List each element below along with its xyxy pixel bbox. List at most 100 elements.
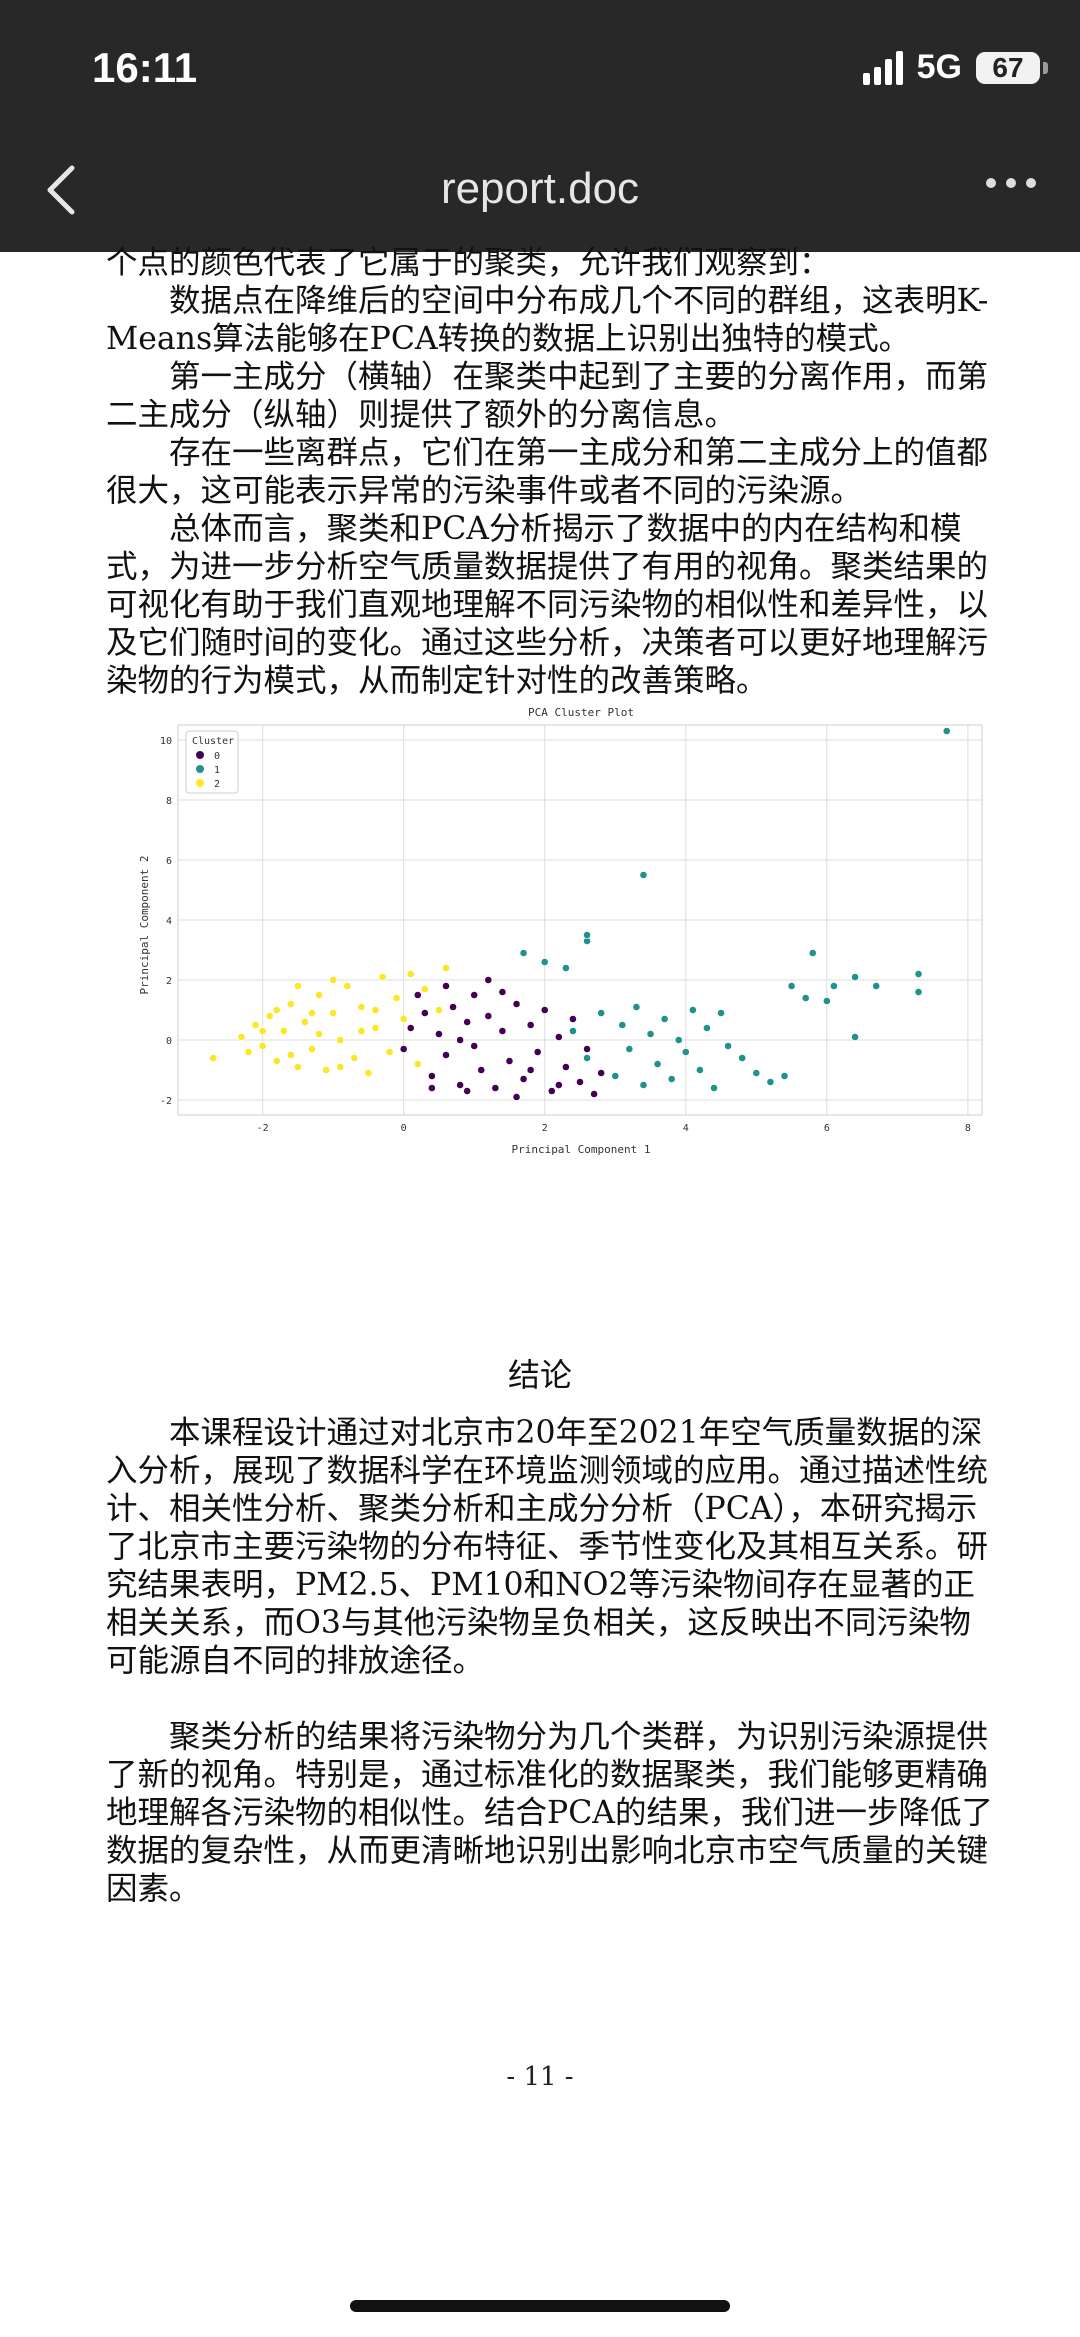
cluster-1-point	[717, 1009, 725, 1017]
cluster-0-point	[491, 1084, 500, 1092]
cluster-2-point	[371, 1006, 380, 1014]
cluster-2-point	[308, 1009, 316, 1017]
cluster-1-point	[695, 1066, 704, 1074]
cluster-2-point	[371, 1024, 380, 1032]
cluster-0-point	[413, 991, 422, 999]
cluster-1-point	[710, 1084, 718, 1092]
cluster-0-point	[470, 1042, 479, 1050]
cluster-1-point	[519, 949, 528, 957]
network-type: 5G	[916, 48, 962, 86]
cluster-1-point	[738, 1054, 747, 1062]
section-heading: 结论	[507, 1356, 572, 1394]
cluster-1-point	[914, 970, 923, 978]
chart-title: PCA Cluster Plot	[528, 706, 634, 719]
cluster-0-point	[442, 982, 450, 990]
cluster-2-point	[399, 1015, 408, 1023]
cluster-0-point	[463, 1087, 472, 1095]
signal-icon	[862, 50, 903, 85]
cluster-2-point	[442, 964, 450, 972]
cluster-2-point	[329, 976, 338, 984]
document-body-top: 个点的颜色代表了它属于的聚类，允许我们观察到： 数据点在降维后的空间中分布成几个…	[106, 244, 996, 700]
cluster-0-point	[576, 1078, 584, 1086]
cluster-1-point	[561, 964, 570, 972]
cluster-0-point	[435, 1030, 443, 1038]
cluster-0-point	[442, 1051, 450, 1059]
cluster-0-point	[449, 1003, 457, 1011]
y-tick-label: 6	[166, 856, 172, 867]
cluster-1-point	[752, 1069, 761, 1077]
status-indicators: 5G 67	[862, 48, 1048, 87]
cluster-0-point	[540, 1006, 549, 1014]
cluster-1-point	[801, 994, 810, 1002]
cluster-1-point	[766, 1078, 775, 1086]
plot-area	[177, 724, 983, 1116]
cluster-1-point	[829, 982, 838, 990]
x-tick-label: 0	[401, 1123, 407, 1134]
paragraph: 数据点在降维后的空间中分布成几个不同的群组，这表明K-Means算法能够在PCA…	[106, 283, 989, 357]
cluster-0-point	[561, 1063, 570, 1071]
cluster-2-point	[286, 1051, 295, 1059]
y-tick-label: 8	[166, 796, 172, 807]
cluster-1-point	[667, 1075, 676, 1083]
cluster-1-point	[688, 1006, 697, 1014]
scatter-plot: -2 0 2 4 6 8 -2 0 2 4 6 8 10 Cluster 0 1 2 PCA Cluster …	[138, 706, 983, 1156]
legend-marker	[196, 779, 204, 787]
cluster-2-point	[378, 973, 387, 981]
y-tick-label: 10	[160, 736, 172, 747]
cluster-0-point	[399, 1045, 408, 1053]
x-tick-label: 4	[683, 1123, 689, 1134]
cluster-1-point	[639, 871, 648, 879]
cluster-1-point	[583, 931, 591, 939]
chevron-left-icon[interactable]	[42, 160, 82, 220]
cluster-0-point	[533, 1048, 542, 1056]
cluster-1-point	[583, 1054, 591, 1062]
legend-box	[185, 730, 239, 794]
cluster-0-point	[597, 1069, 606, 1077]
cluster-1-point	[660, 1015, 669, 1023]
battery-level: 67	[992, 51, 1024, 83]
battery-icon: 67	[976, 51, 1048, 84]
cluster-2-point	[357, 1003, 366, 1011]
cluster-0-point	[519, 1075, 528, 1083]
cluster-0-point	[456, 1036, 465, 1044]
cluster-0-point	[512, 1000, 521, 1008]
cluster-2-point	[244, 1048, 253, 1056]
cluster-0-point	[498, 988, 507, 996]
more-horizontal-icon[interactable]	[986, 178, 1036, 188]
cluster-2-point	[286, 1000, 295, 1008]
cluster-0-point	[427, 1072, 436, 1080]
cluster-2-point	[322, 1066, 331, 1074]
cluster-2-point	[258, 1027, 267, 1035]
cluster-0-point	[484, 1012, 493, 1020]
paragraph: 存在一些离群点，它们在第一主成分和第二主成分上的值都很大，这可能表示异常的污染事…	[106, 435, 989, 509]
cluster-0-point	[463, 1018, 472, 1026]
pca-cluster-chart: -2 0 2 4 6 8 -2 0 2 4 6 8 10 Cluster 0 1 2 PCA Cluster …	[106, 705, 996, 1165]
cluster-2-point	[272, 1057, 281, 1065]
cluster-2-point	[301, 1018, 309, 1026]
cluster-0-point	[590, 1090, 599, 1098]
y-tick-label: -2	[160, 1096, 172, 1107]
cluster-0-point	[498, 1027, 507, 1035]
cluster-2-point	[308, 1045, 316, 1053]
paragraph: 个点的颜色代表了它属于的聚类，允许我们观察到：	[106, 245, 831, 281]
cluster-0-point	[526, 1021, 535, 1029]
cluster-1-point	[653, 1060, 662, 1068]
home-indicator[interactable]	[350, 2300, 730, 2312]
paragraph: 聚类分析的结果将污染物分为几个类群，为识别污染源提供了新的视角。特别是，通过标准…	[106, 1719, 994, 1907]
legend-entry: 0	[214, 751, 220, 762]
app-header: 16:11 5G 67 report.doc	[0, 0, 1080, 252]
cluster-1-point	[597, 1009, 606, 1017]
document-body-bottom: 本课程设计通过对北京市20年至2021年空气质量数据的深入分析，展现了数据科学在…	[106, 1414, 996, 1908]
cluster-1-point	[822, 997, 831, 1005]
y-axis-label: Principal Component 2	[138, 855, 151, 994]
cluster-0-point	[484, 976, 493, 984]
cluster-2-point	[350, 1054, 359, 1062]
legend-entry: 1	[214, 765, 220, 776]
cluster-2-point	[357, 1027, 366, 1035]
x-tick-label: 2	[542, 1123, 548, 1134]
paragraph: 本课程设计通过对北京市20年至2021年空气质量数据的深入分析，展现了数据科学在…	[106, 1415, 989, 1679]
cluster-0-point	[554, 1033, 563, 1041]
cluster-1-point	[942, 727, 951, 735]
cluster-2-point	[392, 994, 401, 1002]
cluster-2-point	[336, 1036, 345, 1044]
